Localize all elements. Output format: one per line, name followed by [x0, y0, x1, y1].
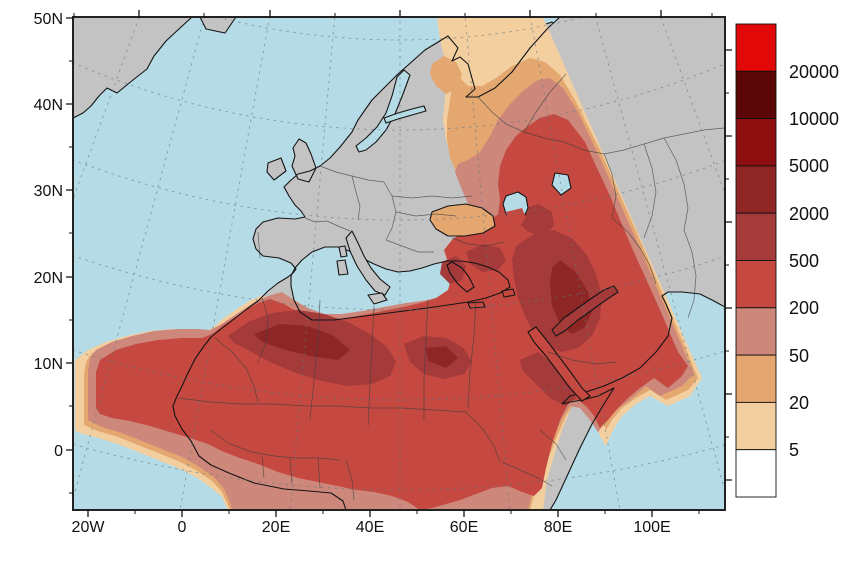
- colorbar-cell-5: [735, 401, 777, 451]
- italy: [345, 230, 391, 296]
- x-tick-label: 80E: [544, 519, 572, 536]
- y-tick-label: 0: [54, 443, 63, 460]
- y-tick-label: 40N: [34, 97, 63, 114]
- colorbar-cell-5000: [735, 118, 777, 167]
- colorbar-cell-20: [735, 354, 777, 403]
- y-tick-label: 50N: [34, 11, 63, 28]
- colorbar-label: 20000: [789, 62, 839, 82]
- colorbar: 20000 10000 5000 2000 500 200 50 20 5: [735, 23, 839, 498]
- black-sea: [429, 203, 496, 237]
- colorbar-cell-500: [735, 212, 777, 261]
- colorbar-label: 10000: [789, 109, 839, 129]
- red-sea: [527, 326, 591, 402]
- colorbar-label: 2000: [789, 204, 829, 224]
- greenland-tip: [199, 17, 237, 34]
- dust-region-2000-mali-core: [254, 324, 350, 360]
- colorbar-label: 5000: [789, 156, 829, 176]
- x-tick-label: 20E: [262, 519, 290, 536]
- axis-ticks: [66, 10, 732, 517]
- dust-region-2000-bodele-core: [426, 346, 458, 368]
- dust-region-500-caucasus: [518, 204, 554, 236]
- country-borders: [177, 73, 725, 501]
- y-tick-label: 20N: [34, 270, 63, 287]
- dust-region-500-turkey: [466, 244, 506, 272]
- greece-coast: [446, 261, 475, 293]
- colorbar-cell-200: [735, 260, 777, 309]
- x-tick-label: 100E: [633, 519, 670, 536]
- graticule: [73, 17, 725, 510]
- y-tick-label: 30N: [34, 183, 63, 200]
- colorbar-cell-over: [735, 23, 777, 72]
- sardinia: [336, 259, 349, 276]
- north-america-coast: [73, 17, 193, 119]
- sicily: [367, 292, 388, 305]
- colorbar-label: 50: [789, 346, 809, 366]
- x-tick-label: 40E: [356, 519, 384, 536]
- y-axis-labels: 50N 40N 30N 20N 10N 0: [34, 11, 63, 460]
- dust-region-500-aegean: [440, 256, 466, 284]
- colorbar-label: 20: [789, 393, 809, 413]
- x-tick-label: 20W: [72, 519, 106, 536]
- caspian-south-dust: [506, 208, 526, 228]
- map-canvas: [73, 17, 725, 510]
- persian-gulf: [551, 285, 619, 337]
- aral-sea: [551, 172, 572, 196]
- colorbar-cell-10000: [735, 70, 777, 120]
- dust-region-500-redsea: [520, 352, 576, 406]
- colorbar-cell-50: [735, 307, 777, 356]
- corsica: [338, 245, 348, 258]
- colorbar-label: 500: [789, 251, 819, 271]
- colorbar-label: 200: [789, 298, 819, 318]
- cyprus-coast: [501, 288, 516, 298]
- x-axis-labels: 20W 0 20E 40E 60E 80E 100E: [72, 519, 671, 536]
- dust-field: [75, 17, 702, 510]
- colorbar-cell-2000: [735, 165, 777, 214]
- colorbar-cell-under: [735, 449, 777, 498]
- y-tick-label: 10N: [34, 356, 63, 373]
- colorbar-label: 5: [789, 440, 799, 460]
- x-tick-label: 0: [178, 519, 187, 536]
- map-frame: [72, 16, 726, 511]
- x-tick-label: 60E: [450, 519, 478, 536]
- ireland: [266, 157, 287, 181]
- crete-coast: [467, 301, 486, 309]
